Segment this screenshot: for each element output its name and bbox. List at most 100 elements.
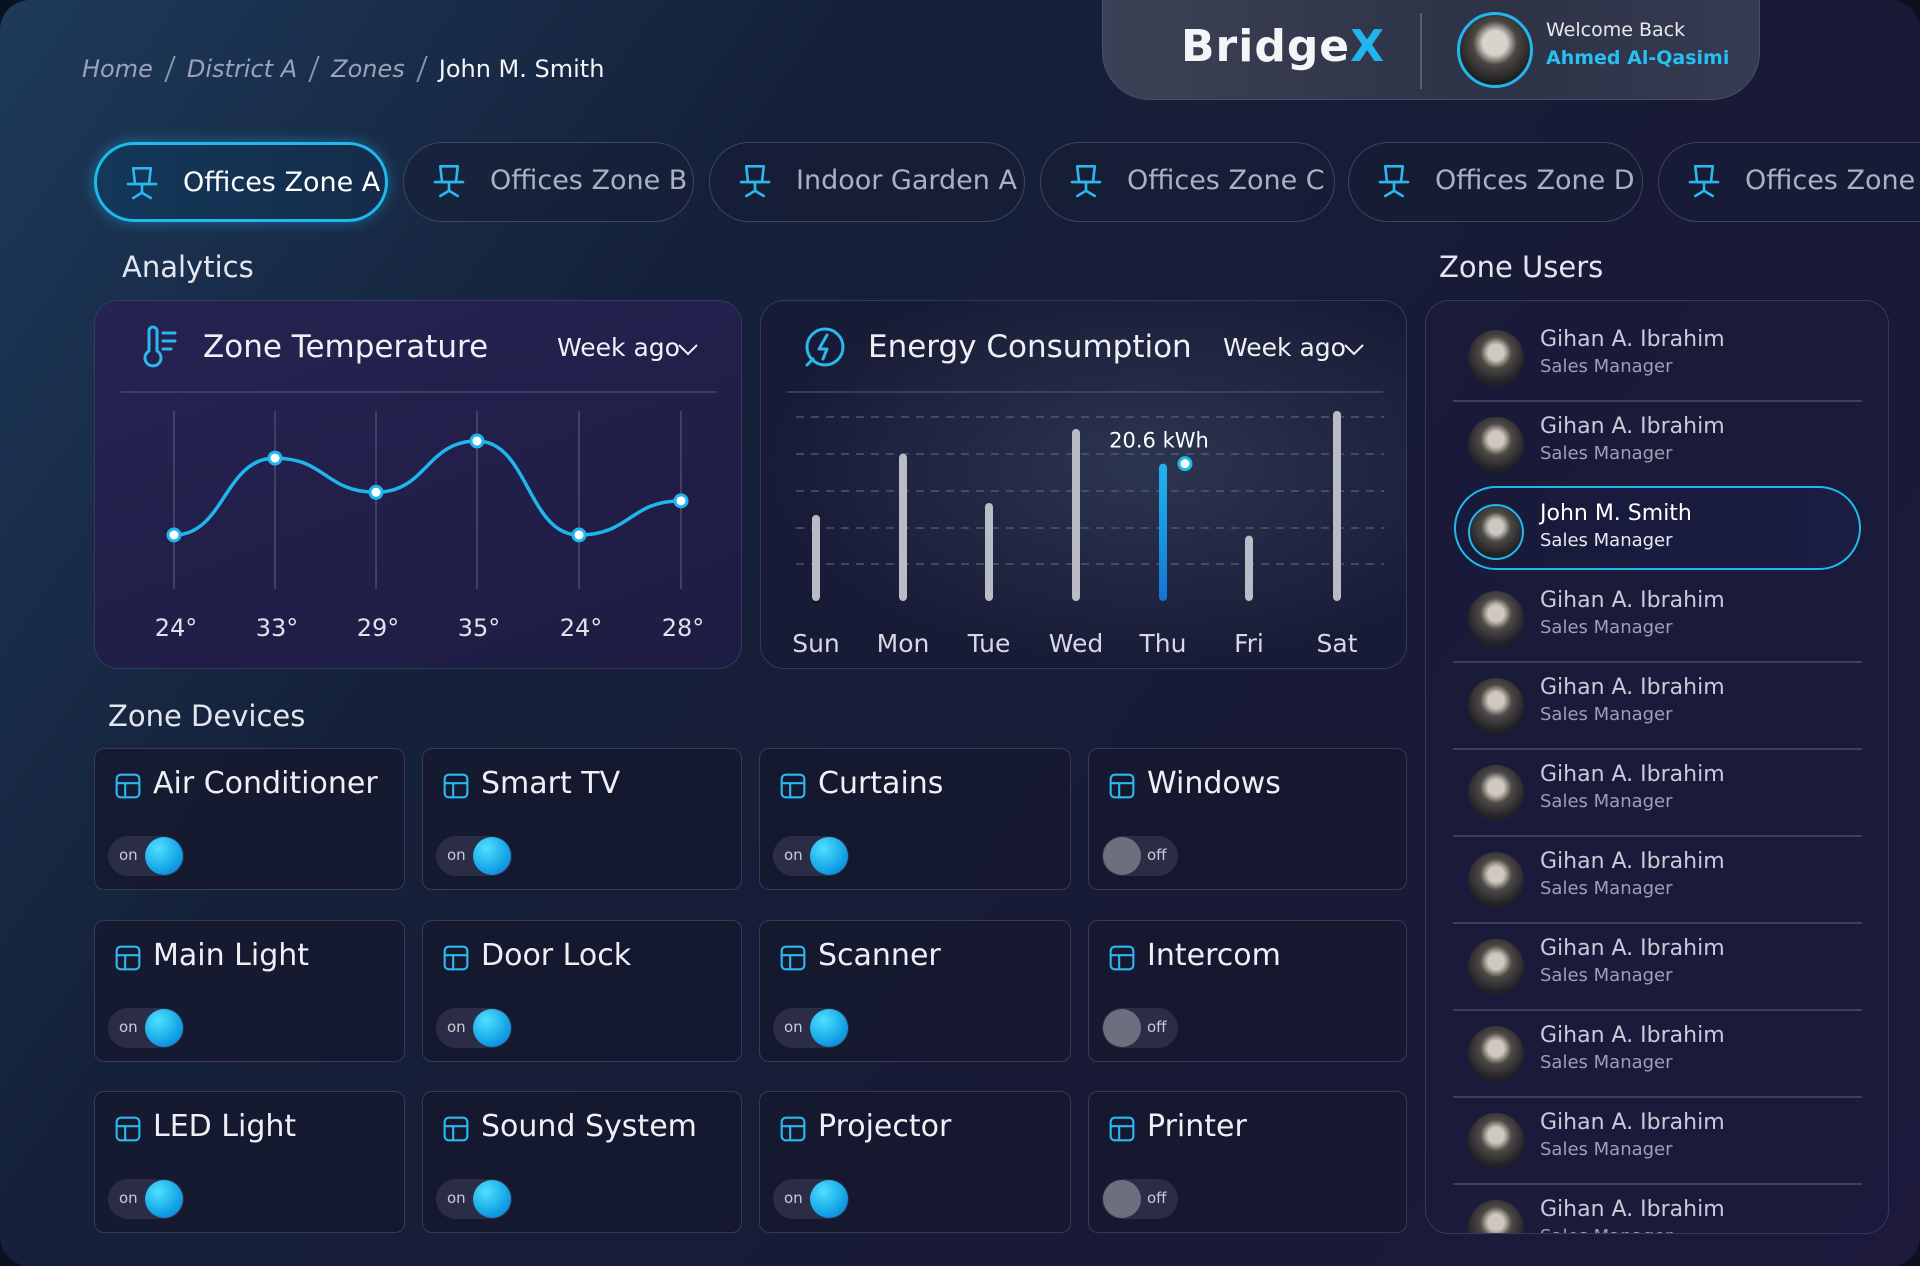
device-toggle[interactable]: off [1102, 836, 1178, 876]
chevron[interactable] [1343, 341, 1365, 356]
device-toggle[interactable]: off [1102, 1008, 1178, 1048]
breadcrumb-item[interactable]: Zones [331, 55, 405, 83]
logo-text: Bridge [1181, 21, 1351, 72]
user-row[interactable]: John M. Smith Sales Manager [1456, 489, 1860, 569]
device-name: Intercom [1147, 938, 1281, 973]
card-title: Energy Consumption [868, 329, 1192, 365]
tab-label: Indoor Garden A [796, 165, 1017, 196]
user-row[interactable]: Gihan A. Ibrahim Sales Manager [1456, 576, 1860, 656]
icon [776, 767, 810, 805]
tab-label: Offices Zone D [1745, 165, 1920, 196]
zone-tab[interactable]: Offices Zone D [1348, 142, 1643, 222]
separator [416, 56, 428, 82]
device-card: Door Lock on [422, 920, 742, 1062]
user-avatar [1468, 1200, 1524, 1233]
row-divider [1453, 1009, 1862, 1011]
user-role: Sales Manager [1540, 704, 1673, 725]
zone-tab[interactable]: Offices Zone C [1040, 142, 1335, 222]
x-tick-label: Thu [1139, 629, 1187, 658]
user-avatar [1468, 1026, 1524, 1082]
toggle-knob [473, 1180, 511, 1218]
user-row[interactable]: Gihan A. Ibrahim Sales Manager [1456, 837, 1860, 917]
icon [734, 161, 776, 203]
tab-label: Offices Zone B [490, 165, 688, 196]
user-row[interactable]: Gihan A. Ibrahim Sales Manager [1456, 1011, 1860, 1091]
section-title: Zone Devices [108, 699, 306, 733]
zone-tab[interactable]: Offices Zone A [94, 142, 388, 222]
user-row[interactable]: Gihan A. Ibrahim Sales Manager [1456, 750, 1860, 830]
value-marker [1177, 456, 1193, 472]
device-name: Door Lock [481, 938, 632, 973]
user-avatar [1468, 330, 1524, 386]
row-divider [1453, 1183, 1862, 1185]
user-name: Gihan A. Ibrahim [1540, 849, 1725, 874]
user-name: Gihan A. Ibrahim [1540, 1023, 1725, 1048]
breadcrumb-item[interactable]: District A [186, 55, 298, 83]
device-toggle[interactable]: on [108, 1008, 184, 1048]
device-name: Sound System [481, 1109, 697, 1144]
device-toggle[interactable]: on [436, 1008, 512, 1048]
energy-chart: Sun Mon Tue Wed Thu 20.6 kWh Fri Sat [787, 391, 1384, 658]
user-row[interactable]: Gihan A. Ibrahim Sales Manager [1456, 663, 1860, 743]
device-toggle[interactable]: on [436, 836, 512, 876]
device-card: Intercom off [1088, 920, 1407, 1062]
period-select[interactable]: Week ago [1223, 333, 1346, 362]
device-toggle[interactable]: on [773, 1008, 849, 1048]
device-toggle[interactable]: on [108, 1179, 184, 1219]
toggle-state: on [447, 846, 466, 864]
icon-graphic [443, 773, 469, 799]
user-row[interactable]: Gihan A. Ibrahim Sales Manager [1456, 924, 1860, 1004]
user-name: John M. Smith [1540, 501, 1692, 526]
device-card: Sound System on [422, 1091, 742, 1233]
user-avatar [1468, 504, 1524, 560]
icon-graphic [780, 945, 806, 971]
chevron-graphic [1344, 344, 1364, 356]
device-name: Main Light [153, 938, 310, 973]
user-role: Sales Manager [1540, 617, 1673, 638]
user-name: Gihan A. Ibrahim [1540, 762, 1725, 787]
zone-tab[interactable]: Offices Zone D [1658, 142, 1920, 222]
user-avatar [1457, 12, 1533, 88]
data-point [571, 527, 587, 543]
device-toggle[interactable]: on [773, 1179, 849, 1219]
device-toggle[interactable]: on [773, 836, 849, 876]
icon-graphic [1109, 1116, 1135, 1142]
logo-accent: X [1350, 21, 1386, 72]
icon [1683, 161, 1725, 203]
breadcrumb-item[interactable]: Home [82, 55, 153, 83]
user-row[interactable]: Gihan A. Ibrahim Sales Manager [1456, 402, 1860, 482]
x-tick-label: Sat [1317, 629, 1358, 658]
tab-label: Offices Zone A [183, 167, 381, 198]
icon [1105, 1110, 1139, 1148]
device-card: Air Conditioner on [94, 748, 405, 890]
user-avatar [1468, 939, 1524, 995]
data-point [673, 493, 689, 509]
device-card: Windows off [1088, 748, 1407, 890]
user-row[interactable]: Gihan A. Ibrahim Sales Manager [1456, 1185, 1860, 1233]
user-name: Gihan A. Ibrahim [1540, 1197, 1725, 1222]
header-bar: BridgeX Welcome Back Ahmed Al-Qasimi [1102, 0, 1760, 100]
device-name: LED Light [153, 1109, 297, 1144]
icon [439, 1110, 473, 1148]
energy-card: Energy Consumption Week ago Sun Mon Tue Wed Th… [760, 300, 1407, 669]
breadcrumb-item: John M. Smith [438, 55, 605, 83]
period-select[interactable]: Week ago [557, 333, 680, 362]
temperature-card: Zone Temperature Week ago 24° 33° 29° 35° 24° 2… [94, 300, 742, 669]
icon-graphic [126, 166, 158, 200]
toggle-state: on [119, 846, 138, 864]
user-row[interactable]: Gihan A. Ibrahim Sales Manager [1456, 1098, 1860, 1178]
chevron[interactable] [677, 341, 699, 356]
logo: BridgeX [1181, 21, 1385, 72]
device-card: LED Light on [94, 1091, 405, 1233]
user-row[interactable]: Gihan A. Ibrahim Sales Manager [1456, 315, 1860, 395]
zone-tab[interactable]: Indoor Garden A [709, 142, 1025, 222]
value-label: 29° [357, 614, 400, 642]
device-toggle[interactable]: on [108, 836, 184, 876]
bar [1072, 429, 1080, 601]
device-toggle[interactable]: off [1102, 1179, 1178, 1219]
row-divider [1453, 835, 1862, 837]
zone-tab[interactable]: Offices Zone B [403, 142, 694, 222]
x-tick-label: Sun [792, 629, 840, 658]
device-toggle[interactable]: on [436, 1179, 512, 1219]
